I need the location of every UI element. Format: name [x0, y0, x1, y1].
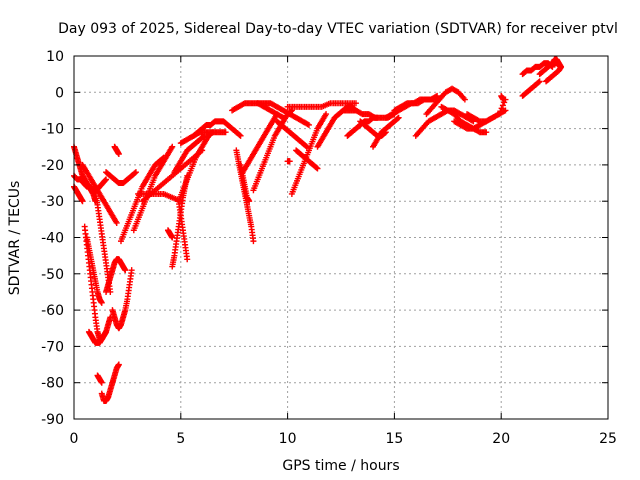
- data-point: [500, 96, 507, 103]
- x-tick-label: 15: [385, 431, 403, 447]
- data-point: [483, 129, 490, 136]
- data-point: [132, 169, 139, 176]
- y-tick-label: -90: [41, 412, 64, 428]
- series-arc-6: [85, 328, 110, 346]
- series-arc-22: [175, 129, 216, 205]
- data-point: [498, 105, 505, 112]
- series-arc-32: [273, 118, 310, 150]
- series-arc-36: [284, 100, 359, 110]
- series-arc-7: [83, 234, 105, 306]
- data-point: [246, 198, 253, 205]
- data-point: [394, 115, 401, 122]
- data-point: [103, 176, 110, 183]
- data-layer: [71, 56, 565, 404]
- series-arc-53: [543, 63, 565, 85]
- series-arc-11: [103, 256, 129, 295]
- data-point: [304, 121, 311, 128]
- series-arc-31: [254, 100, 312, 128]
- data-point: [558, 63, 565, 70]
- x-axis-title: GPS time / hours: [282, 458, 399, 474]
- data-point: [250, 238, 257, 245]
- x-tick-label: 25: [599, 431, 617, 447]
- series-arc-45: [423, 85, 468, 118]
- tick-layer: [73, 55, 609, 420]
- series-arc-23: [171, 132, 208, 176]
- data-point: [323, 111, 330, 118]
- data-point: [499, 102, 506, 109]
- y-tick-label: 0: [55, 85, 64, 101]
- data-point: [501, 99, 508, 106]
- data-point: [280, 114, 287, 121]
- data-point: [79, 198, 86, 205]
- series-arc-25: [190, 118, 244, 139]
- data-point: [461, 96, 468, 103]
- label-layer: 0 5 10 15 20 25 10 0 -10 -20 -30 -40 -50 -60 -70 -80 -90: [41, 49, 617, 447]
- data-point: [115, 151, 122, 158]
- data-point: [122, 267, 129, 274]
- data-point: [236, 132, 243, 139]
- data-point: [352, 100, 359, 107]
- data-point: [132, 169, 139, 176]
- data-point: [237, 132, 244, 139]
- data-point: [286, 158, 293, 165]
- data-point: [502, 107, 509, 114]
- data-point: [535, 79, 542, 86]
- data-point: [128, 267, 135, 274]
- series-arc-49: [498, 92, 507, 103]
- data-point: [103, 328, 110, 335]
- y-tick-label: -50: [41, 267, 64, 283]
- series-arc-21: [175, 198, 191, 263]
- series-arc-50: [519, 78, 543, 99]
- series-arc-54: [549, 56, 565, 70]
- series-arc-10: [98, 361, 122, 404]
- x-tick-label: 20: [492, 431, 510, 447]
- data-point: [169, 234, 176, 241]
- data-point: [98, 379, 105, 386]
- series-arc-4: [79, 161, 120, 226]
- y-tick-label: -80: [41, 376, 64, 392]
- y-tick-label: -40: [41, 231, 64, 247]
- data-point: [313, 164, 320, 171]
- data-point: [184, 256, 191, 263]
- data-point: [279, 113, 286, 120]
- y-tick-label: 10: [46, 49, 64, 65]
- data-point: [288, 107, 295, 114]
- data-point: [395, 114, 402, 121]
- series-arc-33: [284, 158, 293, 165]
- data-point: [497, 108, 504, 115]
- series-arc-35: [293, 147, 321, 172]
- series-arc-19: [164, 227, 176, 241]
- data-point: [314, 165, 321, 172]
- series-arc-13: [111, 143, 122, 158]
- data-point: [536, 78, 543, 85]
- y-tick-label: -70: [41, 339, 64, 355]
- data-point: [115, 361, 122, 368]
- series-arc-12: [109, 267, 135, 332]
- y-tick-label: -10: [41, 122, 64, 138]
- series-arc-14: [103, 169, 139, 187]
- x-tick-label: 5: [176, 431, 185, 447]
- data-point: [113, 219, 120, 226]
- series-arc-9: [94, 372, 105, 386]
- chart-title: Day 093 of 2025, Sidereal Day-to-day VTE…: [58, 21, 618, 37]
- data-point: [494, 111, 501, 118]
- series-arc-41: [370, 114, 402, 150]
- data-point: [305, 121, 312, 128]
- series-arc-34: [288, 111, 330, 197]
- y-tick-label: -30: [41, 194, 64, 210]
- series-arc-2: [71, 172, 110, 194]
- y-axis-title: SDTVAR / TECUs: [7, 181, 23, 296]
- y-tick-label: -60: [41, 303, 64, 319]
- series-arc-51: [519, 60, 556, 78]
- series-arc-40: [357, 118, 389, 139]
- series-arc-28: [239, 111, 280, 176]
- x-tick-label: 0: [70, 431, 79, 447]
- data-point: [496, 111, 503, 118]
- x-tick-label: 10: [279, 431, 297, 447]
- data-point: [222, 129, 229, 136]
- y-tick-label: -20: [41, 158, 64, 174]
- data-point: [98, 299, 105, 306]
- data-point: [169, 143, 176, 150]
